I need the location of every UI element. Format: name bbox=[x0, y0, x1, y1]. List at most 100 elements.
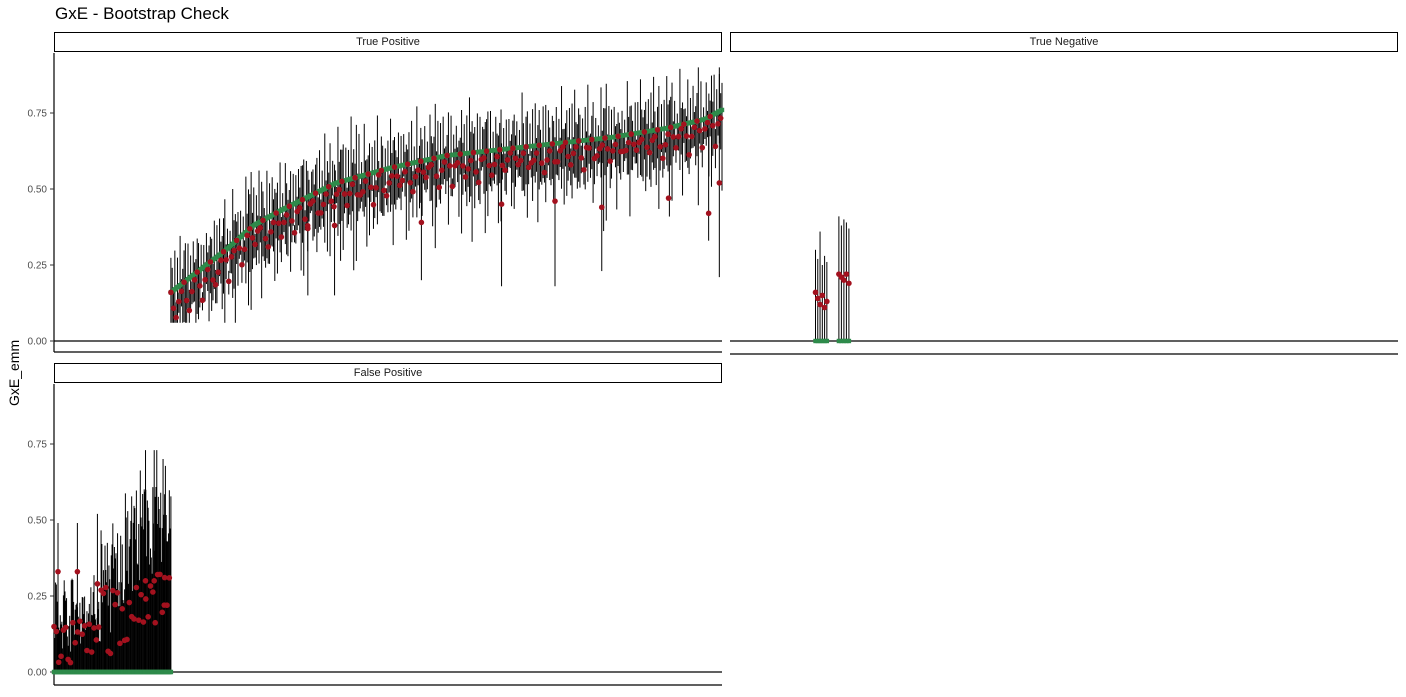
estimate-point bbox=[94, 581, 101, 587]
estimate-point bbox=[170, 305, 177, 312]
estimate-point bbox=[138, 591, 144, 598]
estimate-point bbox=[151, 578, 157, 584]
estimate-point bbox=[55, 659, 62, 666]
estimate-point bbox=[91, 625, 97, 631]
estimate-point bbox=[507, 150, 514, 156]
estimate-point bbox=[270, 219, 277, 226]
estimate-point bbox=[539, 160, 545, 166]
estimate-point bbox=[107, 650, 114, 657]
estimate-point bbox=[257, 225, 264, 231]
estimate-point bbox=[386, 180, 393, 186]
estimate-point bbox=[633, 147, 640, 153]
estimate-point bbox=[420, 169, 427, 175]
estimate-point bbox=[70, 619, 76, 626]
estimate-point bbox=[77, 618, 83, 624]
estimate-point bbox=[157, 571, 163, 578]
estimate-point bbox=[612, 141, 619, 148]
estimate-point bbox=[212, 281, 219, 288]
estimate-point bbox=[821, 304, 828, 311]
estimate-point bbox=[460, 163, 466, 169]
estimate-point bbox=[415, 167, 421, 173]
estimate-point bbox=[331, 222, 338, 229]
estimate-point bbox=[465, 166, 471, 172]
estimate-point bbox=[252, 241, 258, 248]
estimate-point bbox=[197, 283, 203, 289]
estimate-point bbox=[202, 276, 208, 283]
estimate-point bbox=[168, 289, 174, 296]
estimate-point bbox=[223, 256, 229, 263]
estimate-point bbox=[607, 158, 614, 164]
estimate-point bbox=[665, 131, 671, 138]
estimate-point bbox=[819, 292, 826, 299]
estimate-point bbox=[494, 153, 500, 160]
estimate-point bbox=[81, 623, 88, 629]
estimate-point bbox=[499, 162, 506, 169]
estimate-point bbox=[573, 144, 579, 150]
estimate-point bbox=[142, 578, 149, 584]
estimate-point bbox=[302, 216, 308, 222]
estimate-point bbox=[383, 193, 390, 199]
estimate-point bbox=[114, 589, 121, 596]
estimate-point bbox=[131, 616, 137, 622]
estimate-point bbox=[843, 271, 850, 277]
estimate-point bbox=[446, 163, 453, 169]
estimate-point bbox=[712, 143, 719, 150]
y-tick-label: 0.00 bbox=[28, 668, 48, 679]
estimate-point bbox=[654, 126, 661, 133]
estimate-point bbox=[428, 162, 435, 168]
estimate-point bbox=[396, 182, 403, 189]
estimate-point bbox=[575, 138, 582, 144]
estimate-point bbox=[95, 624, 102, 630]
y-tick-label: 0.50 bbox=[28, 185, 48, 196]
estimate-point bbox=[657, 144, 663, 150]
estimate-point bbox=[375, 172, 382, 178]
estimate-point bbox=[150, 589, 156, 595]
estimate-point bbox=[289, 218, 295, 224]
estimate-point bbox=[498, 201, 505, 207]
estimate-point bbox=[373, 184, 379, 191]
estimate-point bbox=[449, 183, 456, 190]
reference-point bbox=[846, 338, 852, 344]
estimate-point bbox=[102, 584, 109, 591]
estimate-point bbox=[181, 279, 187, 286]
estimate-point bbox=[175, 298, 182, 305]
estimate-point bbox=[644, 144, 650, 151]
estimate-point bbox=[74, 629, 81, 635]
estimate-point bbox=[536, 142, 542, 149]
estimate-point bbox=[549, 141, 556, 147]
estimate-point bbox=[161, 602, 168, 608]
reference-point bbox=[824, 338, 830, 344]
estimate-point bbox=[349, 181, 356, 188]
estimate-point bbox=[594, 152, 600, 159]
estimate-point bbox=[268, 229, 274, 235]
estimate-point bbox=[510, 145, 516, 152]
estimate-point bbox=[88, 649, 95, 655]
estimate-point bbox=[249, 235, 256, 241]
estimate-point bbox=[360, 188, 366, 195]
chart-title: GxE - Bootstrap Check bbox=[55, 4, 229, 23]
estimate-point bbox=[588, 136, 595, 143]
estimate-point bbox=[586, 145, 592, 151]
estimate-point bbox=[531, 157, 537, 164]
estimate-point bbox=[683, 133, 690, 139]
estimate-point bbox=[215, 269, 222, 276]
estimate-point bbox=[210, 277, 216, 283]
estimate-point bbox=[433, 173, 440, 180]
estimate-point bbox=[299, 196, 306, 203]
estimate-point bbox=[520, 150, 527, 156]
estimate-point bbox=[100, 590, 107, 597]
estimate-point bbox=[441, 159, 448, 165]
estimate-point bbox=[707, 113, 713, 120]
estimate-point bbox=[702, 126, 708, 132]
estimate-point bbox=[79, 631, 86, 638]
estimate-point bbox=[681, 121, 687, 127]
estimate-point bbox=[389, 173, 395, 179]
estimate-point bbox=[325, 183, 332, 190]
estimate-point bbox=[341, 191, 348, 197]
estimate-point bbox=[678, 125, 685, 132]
estimate-point bbox=[178, 288, 185, 295]
estimate-point bbox=[552, 198, 558, 204]
estimate-point bbox=[183, 297, 190, 304]
estimate-point bbox=[454, 160, 461, 166]
estimate-point bbox=[142, 596, 149, 602]
